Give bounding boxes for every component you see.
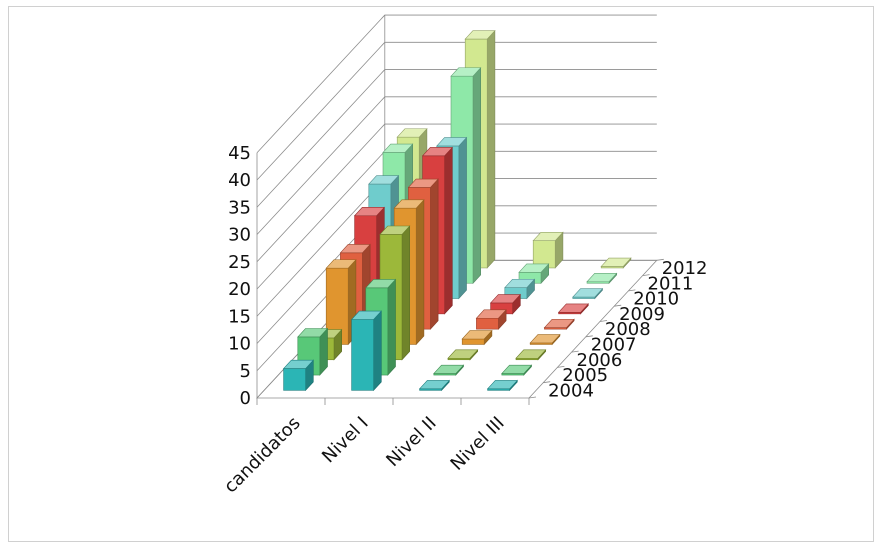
bar-2010-2 — [504, 278, 536, 300]
y-tick-label-9: 45 — [228, 143, 251, 164]
depth-tick-1 — [543, 381, 551, 384]
y-tick-label-3: 15 — [228, 306, 251, 327]
series-label-2012: 2012 — [662, 258, 708, 279]
bar-2004-1 — [350, 310, 382, 392]
bar-2009-3 — [557, 303, 589, 315]
depth-tick-6 — [614, 304, 622, 307]
series-label-2005: 2005 — [562, 365, 608, 386]
bar-2005-2 — [433, 364, 465, 376]
bar-2008-3 — [543, 318, 575, 330]
bar-2006-3 — [515, 349, 547, 361]
bar-2006-2 — [447, 349, 479, 361]
depth-tick-7 — [628, 289, 636, 292]
category-label-0: candidatos — [220, 413, 305, 498]
y-tick-label-4: 20 — [228, 279, 251, 300]
category-label-2: Nivel II — [382, 413, 440, 471]
series-label-2007: 2007 — [591, 334, 637, 355]
series-label-2010: 2010 — [633, 289, 679, 310]
depth-tick-8 — [642, 274, 650, 276]
bar-2012-3 — [600, 257, 632, 269]
bar-2012-2 — [532, 231, 564, 269]
y-tick-label-6: 30 — [228, 225, 251, 246]
y-tick-label-0: 0 — [240, 388, 251, 409]
bar-2011-3 — [586, 272, 618, 285]
bar-2004-3 — [486, 379, 518, 392]
depth-tick-2 — [557, 366, 565, 368]
y-tick-label-8: 40 — [228, 170, 251, 191]
bar-2004-0 — [282, 359, 314, 392]
category-label-1: Nivel I — [318, 413, 373, 468]
y-tick-label-7: 35 — [228, 197, 251, 218]
depth-tick-9 — [656, 258, 664, 261]
bar-2011-2 — [518, 263, 550, 285]
series-label-2011: 2011 — [648, 273, 694, 294]
bar-2004-2 — [418, 379, 450, 392]
bar-2005-3 — [501, 364, 533, 376]
y-tick-label-2: 10 — [228, 334, 251, 355]
y-tick-label-5: 25 — [228, 252, 251, 273]
depth-tick-4 — [585, 335, 593, 338]
depth-tick-3 — [571, 350, 579, 353]
chart-frame — [8, 6, 874, 542]
series-label-2004: 2004 — [548, 380, 594, 401]
series-label-2009: 2009 — [619, 304, 665, 325]
y-tick-label-1: 5 — [240, 361, 251, 382]
series-label-2008: 2008 — [605, 319, 651, 340]
bar-2010-3 — [572, 287, 604, 300]
depth-tick-0 — [528, 396, 537, 399]
series-label-2006: 2006 — [577, 350, 623, 371]
bar-2007-3 — [529, 333, 561, 346]
bar-2008-2 — [475, 309, 507, 330]
depth-tick-5 — [599, 320, 608, 322]
bar-2007-2 — [461, 329, 493, 346]
category-label-3: Nivel III — [447, 413, 509, 475]
